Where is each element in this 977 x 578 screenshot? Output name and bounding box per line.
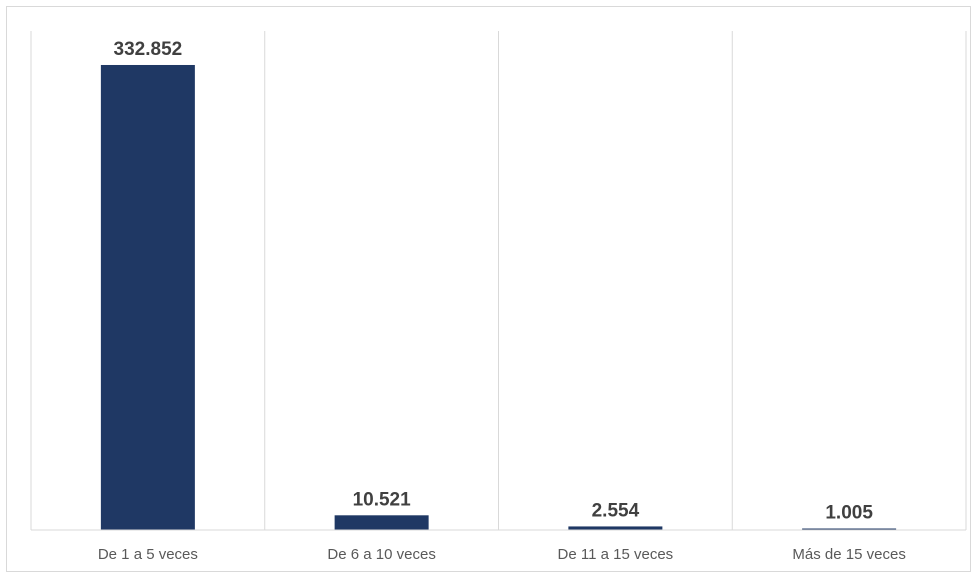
x-tick-label-3: De 11 a 15 veces — [558, 546, 674, 563]
x-tick-label-4: Más de 15 veces — [792, 546, 905, 563]
bars — [100, 64, 897, 530]
bar-2 — [334, 515, 429, 530]
category-separators — [30, 31, 967, 530]
bar-value-label-1: 332.852 — [114, 39, 183, 60]
bar-value-labels: 332.852 10.521 2.554 1.005 — [114, 39, 874, 524]
chart-frame: 332.852 10.521 2.554 1.005 De 1 a 5 veces De… — [6, 6, 971, 572]
bar-value-label-3: 2.554 — [592, 500, 640, 521]
bar-4 — [802, 528, 897, 530]
bar-value-label-2: 10.521 — [353, 489, 412, 510]
x-tick-label-2: De 6 a 10 veces — [327, 546, 435, 563]
bar-3 — [568, 526, 663, 530]
bar-1 — [100, 64, 195, 530]
x-tick-label-1: De 1 a 5 veces — [98, 546, 198, 563]
x-tick-labels: De 1 a 5 veces De 6 a 10 veces De 11 a 15 … — [98, 546, 906, 563]
bar-value-label-4: 1.005 — [825, 503, 873, 524]
